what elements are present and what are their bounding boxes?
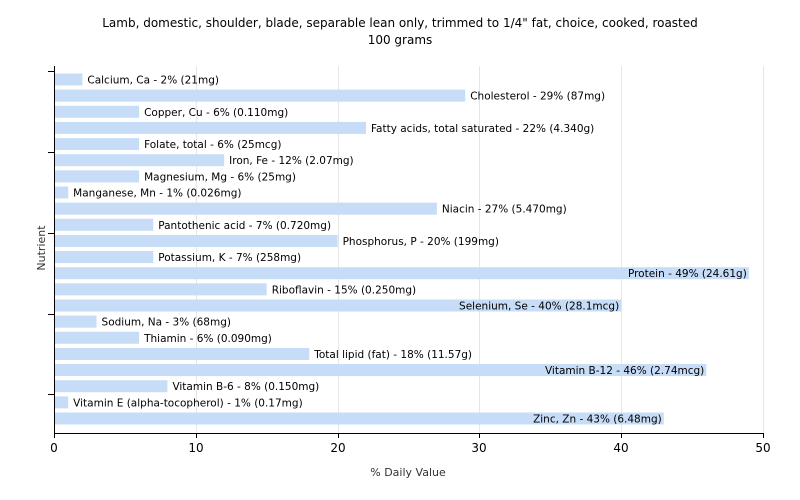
bar	[54, 364, 707, 377]
bar	[54, 89, 466, 102]
bars	[54, 73, 749, 425]
bar-label: Fatty acids, total saturated - 22% (4.34…	[371, 123, 594, 135]
bar-label: Sodium, Na - 3% (68mg)	[102, 317, 231, 329]
bar-label: Cholesterol - 29% (87mg)	[470, 91, 605, 103]
bar	[54, 154, 225, 167]
bar	[54, 234, 338, 247]
y-axis-title: Nutrient	[35, 225, 48, 271]
bar	[54, 380, 168, 393]
bar-label: Calcium, Ca - 2% (21mg)	[87, 75, 219, 87]
bar	[54, 283, 267, 296]
bar-label: Magnesium, Mg - 6% (25mg)	[144, 171, 296, 183]
x-tick-label: 10	[188, 441, 203, 455]
gridlines	[196, 66, 764, 433]
bar	[54, 396, 69, 409]
bar-label: Riboflavin - 15% (0.250mg)	[272, 284, 416, 296]
bar	[54, 251, 154, 264]
bar-label: Total lipid (fat) - 18% (11.57g)	[313, 349, 472, 361]
bar-label: Vitamin E (alpha-tocopherol) - 1% (0.17m…	[73, 397, 303, 409]
x-axis-title: % Daily Value	[370, 466, 446, 479]
bar	[54, 267, 749, 280]
bar-label: Phosphorus, P - 20% (199mg)	[343, 236, 499, 248]
bar	[54, 331, 140, 344]
x-tick-label: 20	[330, 441, 345, 455]
bar-label: Pantothenic acid - 7% (0.720mg)	[158, 220, 331, 232]
bar-label: Vitamin B-6 - 8% (0.150mg)	[172, 381, 319, 393]
bar-label: Manganese, Mn - 1% (0.026mg)	[73, 188, 241, 200]
bar-label: Vitamin B-12 - 46% (2.74mcg)	[545, 365, 704, 377]
chart-title: Lamb, domestic, shoulder, blade, separab…	[102, 16, 698, 30]
bar	[54, 138, 140, 151]
chart-subtitle: 100 grams	[367, 33, 433, 47]
bar	[54, 218, 154, 231]
axes: 0 10 20 30 40 50	[48, 66, 771, 455]
bar	[54, 299, 622, 312]
bar	[54, 121, 366, 134]
bar-label: Selenium, Se - 40% (28.1mcg)	[459, 301, 619, 313]
x-tick-label: 30	[471, 441, 486, 455]
bar-label: Thiamin - 6% (0.090mg)	[143, 333, 272, 345]
bar	[54, 73, 83, 86]
bar-label: Niacin - 27% (5.470mg)	[442, 204, 567, 216]
bar-label: Iron, Fe - 12% (2.07mg)	[229, 155, 353, 167]
bar	[54, 202, 437, 215]
bar-label: Potassium, K - 7% (258mg)	[158, 252, 301, 264]
bar-label: Folate, total - 6% (25mcg)	[144, 139, 281, 151]
bar	[54, 105, 140, 118]
x-tick-label: 0	[50, 441, 58, 455]
bar-label: Protein - 49% (24.61g)	[628, 268, 747, 280]
bar-label: Zinc, Zn - 43% (6.48mg)	[533, 414, 662, 426]
bar	[54, 412, 664, 425]
bar-labels: Calcium, Ca - 2% (21mg) Cholesterol - 29%…	[73, 75, 747, 426]
x-tick-label: 50	[755, 441, 770, 455]
bar	[54, 315, 97, 328]
bar	[54, 170, 140, 183]
bar	[54, 347, 310, 360]
x-tick-label: 40	[613, 441, 628, 455]
bar-label: Copper, Cu - 6% (0.110mg)	[144, 107, 288, 119]
bar	[54, 186, 69, 199]
